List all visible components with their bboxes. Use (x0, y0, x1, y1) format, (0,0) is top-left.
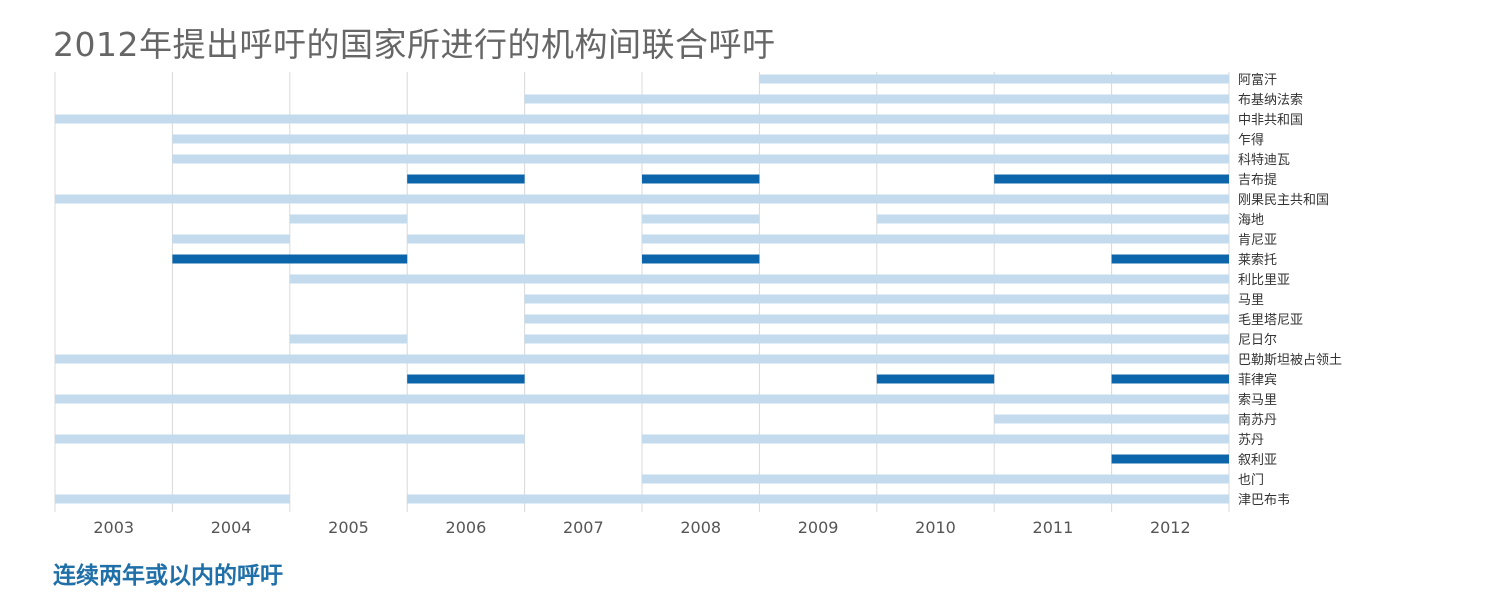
appeal-bar (55, 434, 525, 444)
appeal-bar-consecutive (642, 174, 760, 184)
appeal-bar (524, 294, 1229, 304)
country-label: 肯尼亚 (1238, 233, 1277, 248)
country-label: 吉布提 (1238, 172, 1277, 188)
appeal-bar (524, 334, 1229, 344)
appeal-bar (55, 394, 1229, 404)
country-label: 巴勒斯坦被占领土 (1238, 353, 1342, 368)
appeal-bar-consecutive (642, 254, 760, 264)
appeal-bar (55, 354, 1229, 364)
appeal-bar (642, 214, 760, 224)
appeal-bar (642, 234, 1229, 244)
country-label: 毛里塔尼亚 (1238, 313, 1303, 328)
appeal-bar (407, 494, 1229, 504)
appeal-bar (172, 234, 290, 244)
country-label: 莱索托 (1238, 253, 1277, 268)
country-label: 菲律宾 (1238, 372, 1277, 388)
country-label: 也门 (1238, 473, 1264, 488)
year-tick-label: 2010 (915, 518, 956, 537)
appeal-bar (876, 214, 1229, 224)
year-tick-label: 2012 (1150, 518, 1191, 537)
year-axis: 2003 2004 2005 2006 2007 2008 2009 2010 2011 2012 (93, 518, 1190, 537)
appeal-bar (289, 214, 408, 224)
appeal-bar-consecutive (1111, 454, 1229, 464)
appeal-bar-consecutive (994, 174, 1229, 184)
country-label: 刚果民主共和国 (1238, 193, 1329, 208)
country-label: 叙利亚 (1238, 453, 1277, 468)
appeal-bar (642, 434, 1229, 444)
year-tick-label: 2007 (563, 518, 604, 537)
appeal-bar (55, 114, 1229, 124)
year-tick-label: 2003 (93, 518, 134, 537)
legend-note: 连续两年或以内的呼吁 (53, 563, 283, 589)
country-label: 乍得 (1238, 132, 1264, 148)
appeal-bar (524, 94, 1229, 104)
year-tick-label: 2011 (1033, 518, 1074, 537)
appeal-bar (55, 194, 1229, 204)
appeal-bar-consecutive (1111, 254, 1229, 264)
country-label: 阿富汗 (1238, 72, 1277, 88)
country-label: 索马里 (1238, 393, 1277, 408)
appeal-bar-consecutive (1111, 374, 1229, 384)
country-label: 海地 (1238, 213, 1264, 228)
country-label: 津巴布韦 (1238, 493, 1290, 508)
year-tick-label: 2009 (798, 518, 839, 537)
country-label: 利比里亚 (1238, 273, 1290, 288)
chart-title: 2012年提出呼吁的国家所进行的机构间联合呼吁 (53, 25, 776, 64)
appeal-bar-consecutive (876, 374, 995, 384)
appeal-bar (55, 494, 290, 504)
appeal-bar (289, 274, 1229, 284)
appeal-bar (994, 414, 1229, 424)
country-label: 苏丹 (1238, 432, 1264, 448)
year-tick-label: 2005 (328, 518, 369, 537)
country-label: 布基纳法索 (1238, 93, 1303, 108)
year-tick-label: 2006 (446, 518, 487, 537)
country-label: 科特迪瓦 (1238, 153, 1290, 168)
country-label: 中非共和国 (1238, 113, 1303, 128)
bars (55, 74, 1229, 504)
appeal-bar (759, 74, 1229, 84)
appeal-bar (407, 234, 525, 244)
appeal-bar (289, 334, 408, 344)
appeal-bar (172, 154, 1229, 164)
country-label: 尼日尔 (1238, 333, 1277, 348)
appeal-bar-consecutive (407, 374, 525, 384)
country-labels: 阿富汗布基纳法索中非共和国乍得科特迪瓦吉布提刚果民主共和国海地肯尼亚莱索托利比里… (1238, 72, 1342, 508)
year-tick-label: 2008 (680, 518, 721, 537)
appeal-bar (172, 134, 1229, 144)
country-label: 南苏丹 (1238, 412, 1277, 428)
appeal-bar (642, 474, 1229, 484)
appeal-bar (524, 314, 1229, 324)
appeal-bar-consecutive (407, 174, 525, 184)
country-label: 马里 (1238, 293, 1264, 308)
appeal-bar-consecutive (172, 254, 408, 264)
year-tick-label: 2004 (211, 518, 252, 537)
